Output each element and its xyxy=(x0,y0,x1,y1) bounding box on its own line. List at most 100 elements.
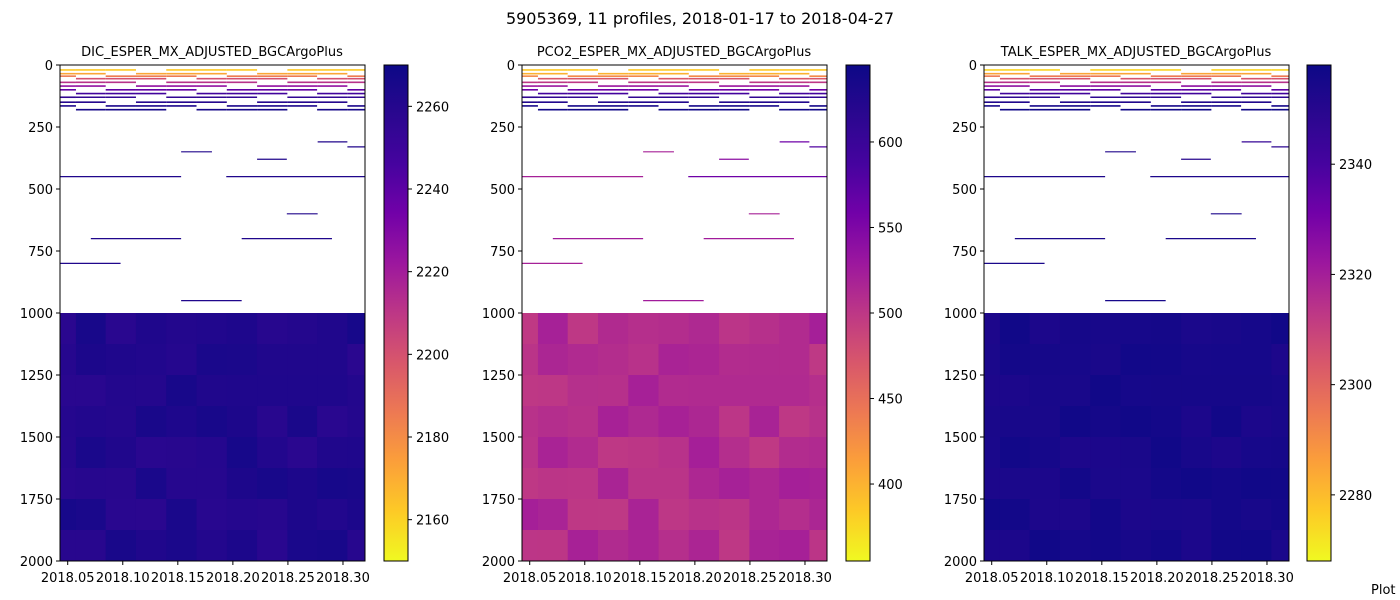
heatmap-cell xyxy=(226,499,258,531)
heatmap-cell xyxy=(628,406,660,438)
panel-title: TALK_ESPER_MX_ADJUSTED_BGCArgoPlus xyxy=(1000,45,1272,60)
heatmap-cell xyxy=(522,344,539,376)
heatmap-cell xyxy=(809,406,828,438)
heatmap-cell xyxy=(522,313,539,345)
heatmap-cell xyxy=(537,344,569,376)
heatmap-cell xyxy=(1211,499,1242,531)
heatmap-cell xyxy=(999,313,1031,345)
heatmap-cell xyxy=(1211,375,1242,407)
heatmap-cell xyxy=(317,499,348,531)
heatmap-cell xyxy=(287,499,318,531)
y-tick-label: 1500 xyxy=(482,431,515,446)
colorbar-tick-label: 2300 xyxy=(1339,379,1372,394)
colorbar xyxy=(1306,64,1332,562)
y-tick-label: 500 xyxy=(952,183,977,198)
heatmap-cell xyxy=(658,468,690,500)
heatmap-cell xyxy=(1271,499,1290,531)
heatmap-cell xyxy=(196,375,228,407)
heatmap-cell xyxy=(567,406,599,438)
heatmap-cell xyxy=(809,437,828,469)
heatmap-cell xyxy=(75,499,107,531)
heatmap-cell xyxy=(658,406,690,438)
heatmap-cell xyxy=(166,499,198,531)
x-tick-label: 2018.10 xyxy=(96,571,150,586)
heatmap-cell xyxy=(1150,437,1182,469)
heatmap-cell xyxy=(60,437,77,469)
heatmap-cell xyxy=(719,344,750,376)
heatmap-cell xyxy=(779,499,810,531)
heatmap-cell xyxy=(537,468,569,500)
heatmap-cell xyxy=(226,375,258,407)
heatmap-cell xyxy=(135,468,167,500)
y-tick-label: 1000 xyxy=(482,307,515,322)
heatmap-cell xyxy=(317,468,348,500)
heatmap-cell xyxy=(658,499,690,531)
heatmap-cell xyxy=(105,437,137,469)
heatmap-cell xyxy=(75,344,107,376)
heatmap-cell xyxy=(1029,344,1061,376)
panel-dic: DIC_ESPER_MX_ADJUSTED_BGCArgoPlus 0 250 50… xyxy=(20,45,449,586)
heatmap-cell xyxy=(658,375,690,407)
heatmap-cell xyxy=(166,406,198,438)
heatmap-cell xyxy=(1211,437,1242,469)
x-tick-label: 2018.25 xyxy=(261,571,315,586)
heatmap-cell xyxy=(1181,437,1212,469)
heatmap-cell xyxy=(597,313,629,345)
heatmap-cell xyxy=(999,375,1031,407)
heatmap-cell xyxy=(347,499,366,531)
heatmap-cell xyxy=(1059,313,1091,345)
heatmap-cell xyxy=(1181,344,1212,376)
heatmap-cell xyxy=(537,406,569,438)
heatmap-cell xyxy=(719,313,750,345)
x-tick-label: 2018.10 xyxy=(1020,571,1074,586)
heatmap-cell xyxy=(749,468,780,500)
heatmap-cell xyxy=(1181,375,1212,407)
y-tick-label: 250 xyxy=(28,121,53,136)
heatmap-cell xyxy=(347,313,366,345)
heatmap-cell xyxy=(522,437,539,469)
y-tick-label: 250 xyxy=(490,121,515,136)
heatmap-cell xyxy=(984,375,1001,407)
heatmap-cell xyxy=(537,499,569,531)
heatmap-cell xyxy=(60,530,77,562)
y-tick-label: 750 xyxy=(490,245,515,260)
heatmap-cell xyxy=(60,313,77,345)
y-tick-label: 500 xyxy=(28,183,53,198)
heatmap-cell xyxy=(1029,530,1061,562)
heatmap-cell xyxy=(1029,313,1061,345)
heatmap-cell xyxy=(658,530,690,562)
heatmap-cell xyxy=(1211,468,1242,500)
heatmap-cell xyxy=(1029,375,1061,407)
heatmap-cell xyxy=(347,437,366,469)
heatmap-cell xyxy=(135,313,167,345)
y-tick-label: 750 xyxy=(952,245,977,260)
colorbar-tick-label: 450 xyxy=(878,393,903,408)
heatmap-cell xyxy=(537,375,569,407)
heatmap-cell xyxy=(809,530,828,562)
heatmap-cell xyxy=(1271,344,1290,376)
heatmap-cell xyxy=(567,468,599,500)
heatmap-cell xyxy=(1181,468,1212,500)
heatmap-cell xyxy=(1090,468,1122,500)
heatmap-cell xyxy=(749,499,780,531)
heatmap-cell xyxy=(984,313,1001,345)
heatmap-cell xyxy=(999,468,1031,500)
heatmap-cell xyxy=(809,468,828,500)
heatmap-cell xyxy=(75,406,107,438)
heatmap-cell xyxy=(287,437,318,469)
heatmap-cell xyxy=(347,375,366,407)
heatmap-cell xyxy=(1029,468,1061,500)
heatmap-cell xyxy=(75,437,107,469)
heatmap-cell xyxy=(1090,406,1122,438)
heatmap-cell xyxy=(1241,530,1272,562)
heatmap-cell xyxy=(984,406,1001,438)
heatmap-cell xyxy=(628,530,660,562)
heatmap-cell xyxy=(1211,313,1242,345)
heatmap-cell xyxy=(719,375,750,407)
y-tick-label: 1750 xyxy=(482,493,515,508)
heatmap-cell xyxy=(347,406,366,438)
heatmap-cell xyxy=(1241,406,1272,438)
heatmap-cell xyxy=(1150,468,1182,500)
heatmap-cell xyxy=(1271,375,1290,407)
heatmap-cell xyxy=(597,344,629,376)
